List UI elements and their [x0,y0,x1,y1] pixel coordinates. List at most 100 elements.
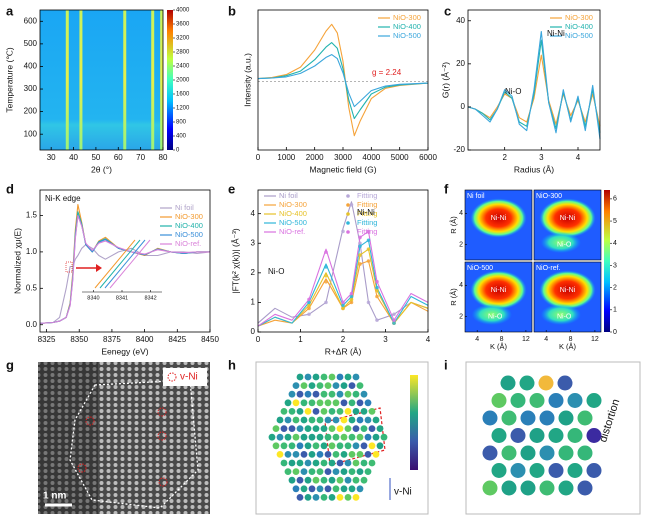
y-tick-label: 0 [251,327,256,336]
lattice-atom [292,451,300,458]
lattice-atom [316,399,324,407]
lattice-atom [304,390,312,398]
lattice-atom [324,399,332,407]
fit-point [366,229,371,234]
fit-point [349,294,354,299]
colorbar-tick-label: 1600 [176,92,190,98]
peak-label: Ni-Ni [560,215,576,222]
inset-tick-label: 8342 [144,295,156,301]
panel-label: a [6,3,14,18]
lattice-atom [284,416,292,424]
panel-labels: a b c d e f g h i [6,3,451,372]
lattice-atom [316,485,324,493]
diffraction-peak [65,10,69,150]
lattice-atom [372,416,380,424]
lattice-atom [586,428,602,443]
legend-label: NiO-400 [175,221,203,230]
lattice-atom [312,425,320,432]
legend-label: NiO-ref. [279,227,305,236]
lattice-atom [280,442,288,450]
lattice-atom [340,451,348,458]
peak-label: Ni-Ni [491,287,507,294]
legend-label: NiO-ref. [175,239,201,248]
lattice-atom [548,463,564,478]
lattice-atom [336,425,344,432]
legend-label: NiO-400 [393,22,421,31]
legend-marker [346,194,350,198]
x-tick-label: 12 [591,336,599,343]
lattice-atom [376,442,384,450]
lattice-atom [360,476,368,484]
fit-point [366,300,371,305]
lattice-atom [312,494,320,501]
lattice-atom [352,408,360,415]
lattice-atom [288,425,296,432]
lattice-atom [328,459,336,467]
lattice-atom [539,480,555,496]
legend-label: NiO-300 [175,212,203,221]
lattice-atom [312,373,320,381]
lattice-atom [320,425,328,432]
legend-label: NiO-300 [279,200,307,209]
lattice-atom [519,375,535,391]
y-axis-label: Temperature (℃) [4,47,14,112]
x-tick-label: 5000 [391,153,409,162]
lattice-atom [320,459,328,467]
fit-point [366,238,371,243]
lattice-atom [304,408,312,415]
fit-point [358,241,362,246]
lattice-atom [501,480,517,496]
lattice-atom [316,433,324,441]
fit-point [392,312,396,317]
legend-marker [346,203,350,207]
lattice-atom [567,428,583,443]
lattice-atom [336,494,344,501]
y-tick-label: 2 [459,241,463,248]
y-axis-label: G(r) (Å⁻²) [440,62,450,98]
lattice-atom [539,410,555,426]
lattice-atom [558,410,574,426]
series-line [39,244,211,324]
colorbar-tick-label: 0 [176,148,180,154]
inset-curve [94,239,136,289]
lattice-atom [320,494,328,501]
y-axis-label: |FT(k² χ(k))| (Å⁻³) [230,228,240,293]
legend-label: Fitting [357,227,377,236]
y-tick-label: 40 [456,16,465,25]
lattice-atom [360,425,368,432]
lattice-atom [296,373,304,381]
x-tick-label: 0 [256,335,261,344]
y-axis-label: R (Å) [449,216,458,234]
lattice-atom [352,476,360,484]
lattice-atom [539,445,555,461]
lattice-atom [296,425,304,432]
lattice-atom [308,382,316,389]
lattice-atom [364,433,372,441]
fit-point [307,297,311,302]
x-axis-label: Radius (Å) [514,164,554,174]
series-line [467,54,601,127]
peak-label: Ni-O [557,241,572,248]
x-tick-label: 2 [341,335,346,344]
inset-curve [104,239,146,289]
x-axis-label: K (Å) [490,342,508,351]
image-background [38,362,210,514]
colorbar-tick-label: 3600 [176,22,190,28]
lattice-atom [352,425,360,432]
lattice-atom [501,445,517,461]
lattice-atom [296,408,304,415]
fit-point [375,318,379,322]
lattice-atom [567,463,583,478]
lattice-atom [292,433,300,441]
colorbar-tick-label: 0 [613,329,617,336]
panel-label: g [6,357,14,372]
lattice-atom [356,485,364,493]
fit-point [349,202,354,207]
fit-point [324,273,328,278]
lattice-atom [340,485,348,493]
colorbar-tick-label: 5 [613,218,617,225]
colorbar-tick-label: 400 [176,134,187,140]
lattice-atom [586,393,602,408]
scale-bar-label: 1 nm [43,491,66,502]
y-tick-label: 300 [24,84,38,93]
